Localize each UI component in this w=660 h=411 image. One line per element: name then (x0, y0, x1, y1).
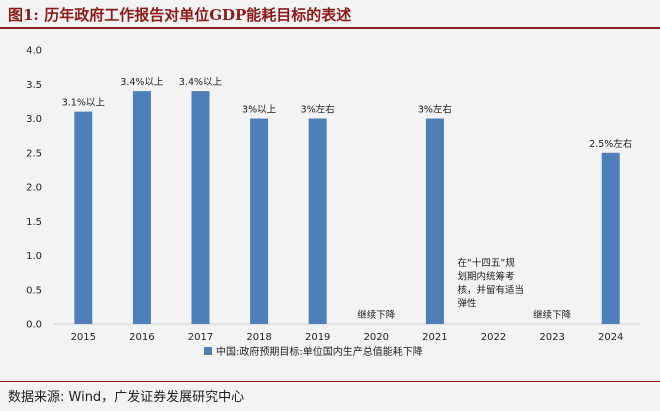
bar (191, 91, 210, 324)
x-tick-label: 2019 (305, 332, 330, 343)
x-tick-label: 2023 (539, 332, 564, 343)
y-tick-label: 2.5 (26, 148, 42, 159)
annotation-text: 划期内统筹考 (458, 271, 515, 283)
title-rule (0, 27, 660, 29)
y-tick-label: 1.0 (26, 251, 42, 262)
x-tick-label: 2018 (246, 332, 271, 343)
data-label: 3%以上 (242, 105, 277, 116)
bottom-rule (0, 381, 660, 382)
legend-swatch (204, 347, 212, 355)
data-label: 3.1%以上 (62, 98, 106, 109)
bar (308, 118, 327, 324)
annotation-text: 弹性 (458, 298, 478, 310)
y-tick-label: 3.0 (26, 114, 42, 125)
x-tick-label: 2024 (598, 332, 623, 343)
annotation-text: 继续下降 (533, 309, 572, 321)
x-tick-label: 2020 (364, 332, 389, 343)
data-label: 2.5%左右 (589, 138, 632, 150)
title-bar: 图1: 历年政府工作报告对单位GDP能耗目标的表述 (0, 0, 660, 26)
legend-label: 中国:政府预期目标:单位国内生产总值能耗下降 (216, 345, 423, 358)
y-tick-label: 2.0 (26, 183, 42, 194)
annotation-text: 继续下降 (357, 309, 396, 321)
annotation-text: 核，并留有适当 (458, 284, 525, 296)
source-note: 数据来源: Wind，广发证券发展研究中心 (8, 390, 245, 405)
y-tick-label: 4.0 (26, 46, 42, 57)
data-label: 3.4%以上 (120, 77, 164, 88)
bar (250, 118, 269, 324)
x-tick-label: 2017 (188, 332, 213, 343)
x-tick-label: 2015 (71, 332, 96, 343)
y-tick-label: 0.5 (26, 285, 42, 296)
data-label: 3.4%以上 (179, 77, 223, 88)
bar (601, 152, 620, 324)
y-tick-label: 0.0 (26, 320, 42, 331)
x-tick-label: 2016 (129, 332, 154, 343)
bar (74, 111, 93, 325)
y-tick-label: 1.5 (26, 217, 42, 228)
y-tick-label: 3.5 (26, 80, 42, 91)
bar (425, 118, 444, 324)
x-tick-label: 2021 (422, 332, 447, 343)
bar (132, 91, 151, 324)
figure-title: 图1: 历年政府工作报告对单位GDP能耗目标的表述 (8, 6, 352, 24)
annotation-text: 在“十四五”规 (458, 257, 516, 269)
bar-chart: 0.0 0.5 1.0 1.5 2.0 2.5 3.0 3.5 4.0 3.1%以上 2015 3.4… (26, 46, 640, 358)
data-label: 3%左右 (301, 104, 335, 116)
data-label: 3%左右 (418, 104, 452, 116)
x-tick-label: 2022 (481, 332, 506, 343)
